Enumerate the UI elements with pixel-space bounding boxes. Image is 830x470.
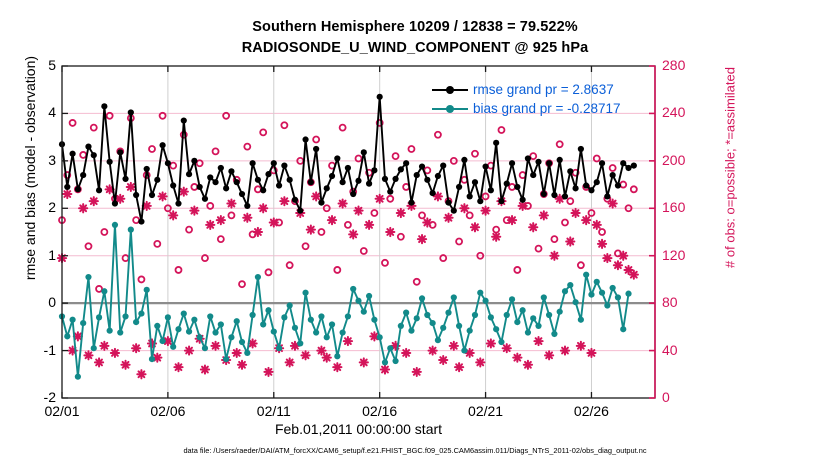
y-axis-left-tick: 5 <box>48 57 56 73</box>
legend-item-bias[interactable]: bias grand pr = -0.28717 <box>432 99 620 118</box>
y-axis-left-tick: 1 <box>48 246 56 263</box>
y-axis-left-tick: -2 <box>43 389 56 405</box>
y-axis-left-tick: 0 <box>48 294 56 311</box>
chart-title: Southern Hemisphere 10209 / 12838 = 79.5… <box>252 19 578 35</box>
data-file-footer: data file: /Users/raeder/DAI/ATM_forcXX/… <box>183 446 647 455</box>
y-axis-left-tick: 4 <box>48 104 56 121</box>
y-axis-left-ticks: 5 4 3 2 1 0 -1 -2 <box>12 0 56 470</box>
y-axis-right-ticks: 280 240 200 160 120 80 40 0 <box>662 0 712 470</box>
y-axis-right-tick: 200 <box>662 151 686 168</box>
x-axis-tick: 02/11 <box>256 403 291 419</box>
y-axis-left-tick: 3 <box>48 151 56 168</box>
x-axis-tick: 02/21 <box>468 403 504 419</box>
x-axis-label: Feb.01,2011 00:00:00 start <box>274 421 443 437</box>
x-axis-tick: 02/01 <box>44 403 80 419</box>
x-axis-tick: 02/26 <box>573 403 609 419</box>
x-axis-tick: 02/06 <box>150 403 186 419</box>
y-axis-right-tick: 120 <box>662 246 686 263</box>
y-axis-left-tick: 2 <box>48 199 56 216</box>
y-axis-left-tick: -1 <box>43 341 56 358</box>
y-axis-right-tick: 80 <box>662 294 678 311</box>
y-axis-right-tick: 40 <box>662 341 678 358</box>
y-axis-right-tick: 280 <box>662 57 686 73</box>
x-axis-tick: 02/16 <box>362 403 398 419</box>
chart-subtitle: RADIOSONDE_U_WIND_COMPONENT @ 925 hPa <box>241 40 589 56</box>
legend-marker-bias <box>432 102 468 116</box>
y-axis-right-tick: 160 <box>662 199 686 216</box>
y-axis-right-tick: 240 <box>662 104 686 121</box>
legend-label-rmse: rmse grand pr = 2.8637 <box>473 82 614 97</box>
chart-legend: rmse grand pr = 2.8637 bias grand pr = -… <box>432 80 620 118</box>
legend-item-rmse[interactable]: rmse grand pr = 2.8637 <box>432 80 620 99</box>
legend-label-bias: bias grand pr = -0.28717 <box>473 101 621 116</box>
legend-marker-rmse <box>432 83 468 97</box>
y-axis-right-tick: 0 <box>662 389 670 405</box>
